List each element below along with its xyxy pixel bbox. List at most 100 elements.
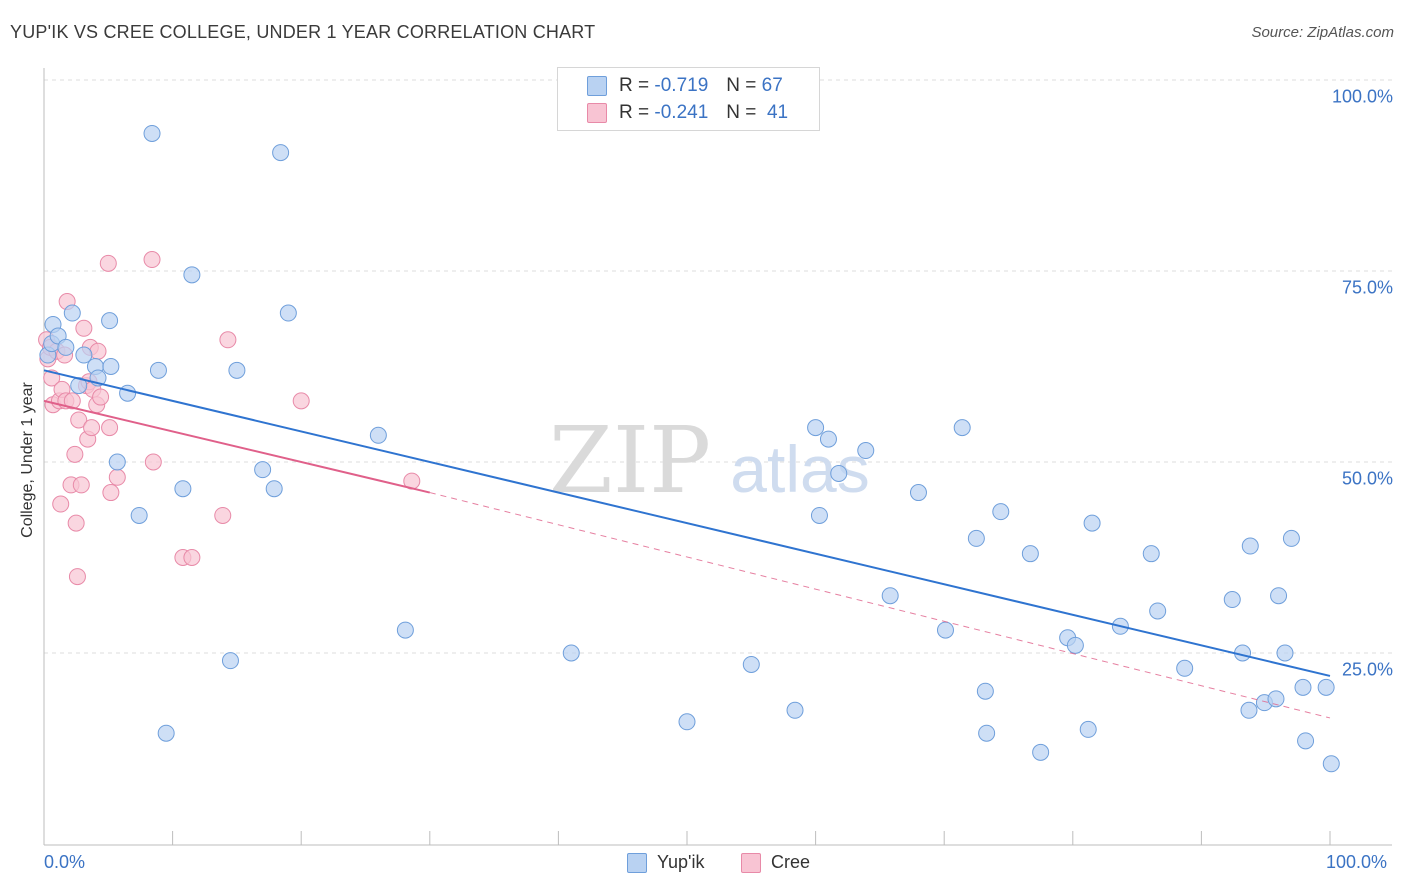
- yupik-point: [992, 503, 1010, 521]
- yupik-point: [1079, 720, 1097, 738]
- watermark-zip: ZIP: [549, 407, 711, 514]
- legend-label-yupik: Yup'ik: [657, 852, 705, 872]
- yupik-point: [1240, 701, 1258, 719]
- yupik-trend-line: [43, 369, 1331, 677]
- yupik-point: [101, 312, 119, 330]
- yupik-point: [369, 426, 387, 444]
- legend-r-label: R =: [619, 75, 650, 96]
- yupik-point: [1317, 678, 1335, 696]
- yupik-point: [174, 480, 192, 498]
- yupik-point: [857, 442, 875, 460]
- legend-row-yupik: R = -0.719 N = 67: [558, 73, 783, 99]
- y-axis-label: College, Under 1 year: [19, 382, 36, 538]
- legend-swatch-cree: [741, 852, 761, 873]
- cree-point: [83, 419, 101, 437]
- yupik-point: [396, 621, 414, 639]
- yupik-point: [1176, 659, 1194, 677]
- y-tick-50: 50.0%: [1341, 468, 1393, 489]
- yupik-point: [221, 652, 239, 670]
- legend-swatch-cree: [587, 103, 607, 123]
- yupik-point: [1142, 545, 1160, 563]
- legend-n-value: 41: [766, 102, 789, 123]
- cree-point: [66, 445, 84, 463]
- y-tick-25: 25.0%: [1341, 659, 1393, 680]
- y-tick-100: 100.0%: [1331, 86, 1393, 107]
- yupik-point: [254, 461, 272, 479]
- yupik-point: [936, 621, 954, 639]
- yupik-point: [976, 682, 994, 700]
- legend-n-value: 67: [761, 75, 783, 96]
- source-label: Source: ZipAtlas.com: [1251, 24, 1394, 41]
- yupik-point: [183, 266, 201, 284]
- chart-title: YUP'IK VS CREE COLLEGE, UNDER 1 YEAR COR…: [10, 22, 596, 42]
- grid-lines: [44, 79, 1392, 654]
- yupik-point: [830, 464, 848, 482]
- yupik-point: [119, 384, 137, 402]
- legend-label-cree: Cree: [771, 852, 811, 872]
- legend-swatch-yupik: [627, 852, 647, 873]
- x-tick-max: 100.0%: [1326, 852, 1388, 872]
- cree-point: [219, 331, 237, 349]
- cree-point: [67, 514, 85, 532]
- yupik-point: [1223, 591, 1241, 609]
- yupik-point: [1322, 755, 1340, 773]
- cree-point: [101, 419, 119, 437]
- cree-point: [108, 468, 126, 486]
- legend-n-label: N =: [726, 102, 757, 123]
- yupik-point: [1021, 545, 1039, 563]
- legend-r-value: -0.719: [654, 75, 709, 96]
- yupik-point: [1294, 678, 1312, 696]
- yupik-point: [1276, 644, 1294, 662]
- cree-point: [75, 319, 93, 337]
- cree-trend-line: [43, 399, 431, 494]
- cree-point: [99, 254, 117, 272]
- cree-point: [63, 392, 81, 410]
- yupik-point: [562, 644, 580, 662]
- yupik-point: [1032, 743, 1050, 761]
- yupik-point: [807, 419, 825, 437]
- yupik-point: [967, 529, 985, 547]
- watermark-atlas: atlas: [730, 432, 869, 506]
- yupik-point: [157, 724, 175, 742]
- yupik-series: [39, 124, 1340, 773]
- axes: [43, 68, 1392, 846]
- yupik-point: [108, 453, 126, 471]
- cree-point: [292, 392, 310, 410]
- cree-point: [68, 568, 86, 586]
- yupik-point: [978, 724, 996, 742]
- yupik-point: [75, 346, 93, 364]
- yupik-point: [102, 358, 120, 375]
- yupik-point: [678, 713, 696, 731]
- cree-point: [214, 506, 232, 524]
- trend-lines: [43, 369, 1331, 719]
- yupik-point: [149, 361, 167, 379]
- cree-point: [92, 388, 110, 406]
- yupik-point: [272, 144, 290, 162]
- legend-row-cree: R = -0.241 N = 41: [558, 100, 788, 126]
- yupik-point: [143, 124, 161, 142]
- cree-trend-line-extension: [429, 492, 1331, 719]
- yupik-point: [1270, 587, 1288, 605]
- legend-n-label: N =: [726, 75, 757, 96]
- cree-series: [38, 251, 421, 586]
- yupik-point: [265, 480, 283, 498]
- bottom-legend-yupik: Yup'ik: [627, 852, 704, 873]
- legend-r-label: R =: [619, 102, 650, 123]
- cree-point: [70, 411, 88, 429]
- yupik-point: [742, 655, 760, 673]
- yupik-point: [1083, 514, 1101, 532]
- yupik-point: [279, 304, 297, 322]
- yupik-point: [881, 587, 899, 605]
- yupik-point: [953, 419, 971, 437]
- yupik-point: [810, 506, 828, 524]
- yupik-point: [57, 338, 75, 356]
- yupik-point: [786, 701, 804, 719]
- yupik-point: [1149, 602, 1167, 620]
- bottom-legend-cree: Cree: [741, 852, 810, 873]
- cree-point: [89, 342, 107, 360]
- yupik-point: [909, 484, 927, 502]
- yupik-point: [130, 506, 148, 524]
- cree-point: [102, 484, 120, 502]
- cree-point: [52, 495, 70, 513]
